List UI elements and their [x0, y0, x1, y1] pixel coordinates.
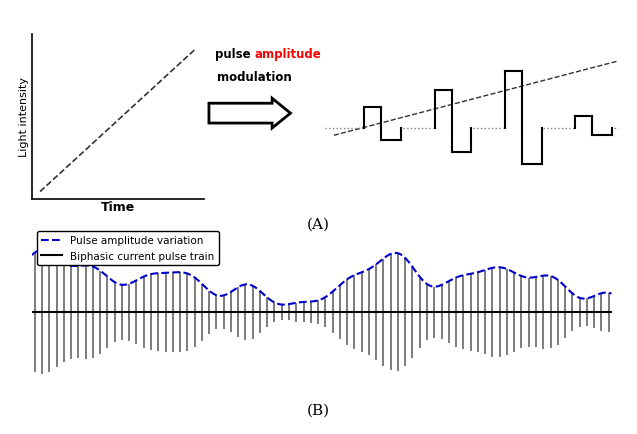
FancyArrow shape [209, 99, 290, 129]
Text: pulse: pulse [215, 48, 255, 61]
Legend: Pulse amplitude variation, Biphasic current pulse train: Pulse amplitude variation, Biphasic curr… [37, 232, 218, 265]
Text: (B): (B) [307, 403, 330, 417]
Y-axis label: Light intensity: Light intensity [19, 77, 29, 157]
Text: modulation: modulation [217, 71, 292, 84]
Text: amplitude: amplitude [255, 48, 322, 61]
X-axis label: Time: Time [101, 201, 135, 214]
Text: (A): (A) [307, 217, 330, 231]
